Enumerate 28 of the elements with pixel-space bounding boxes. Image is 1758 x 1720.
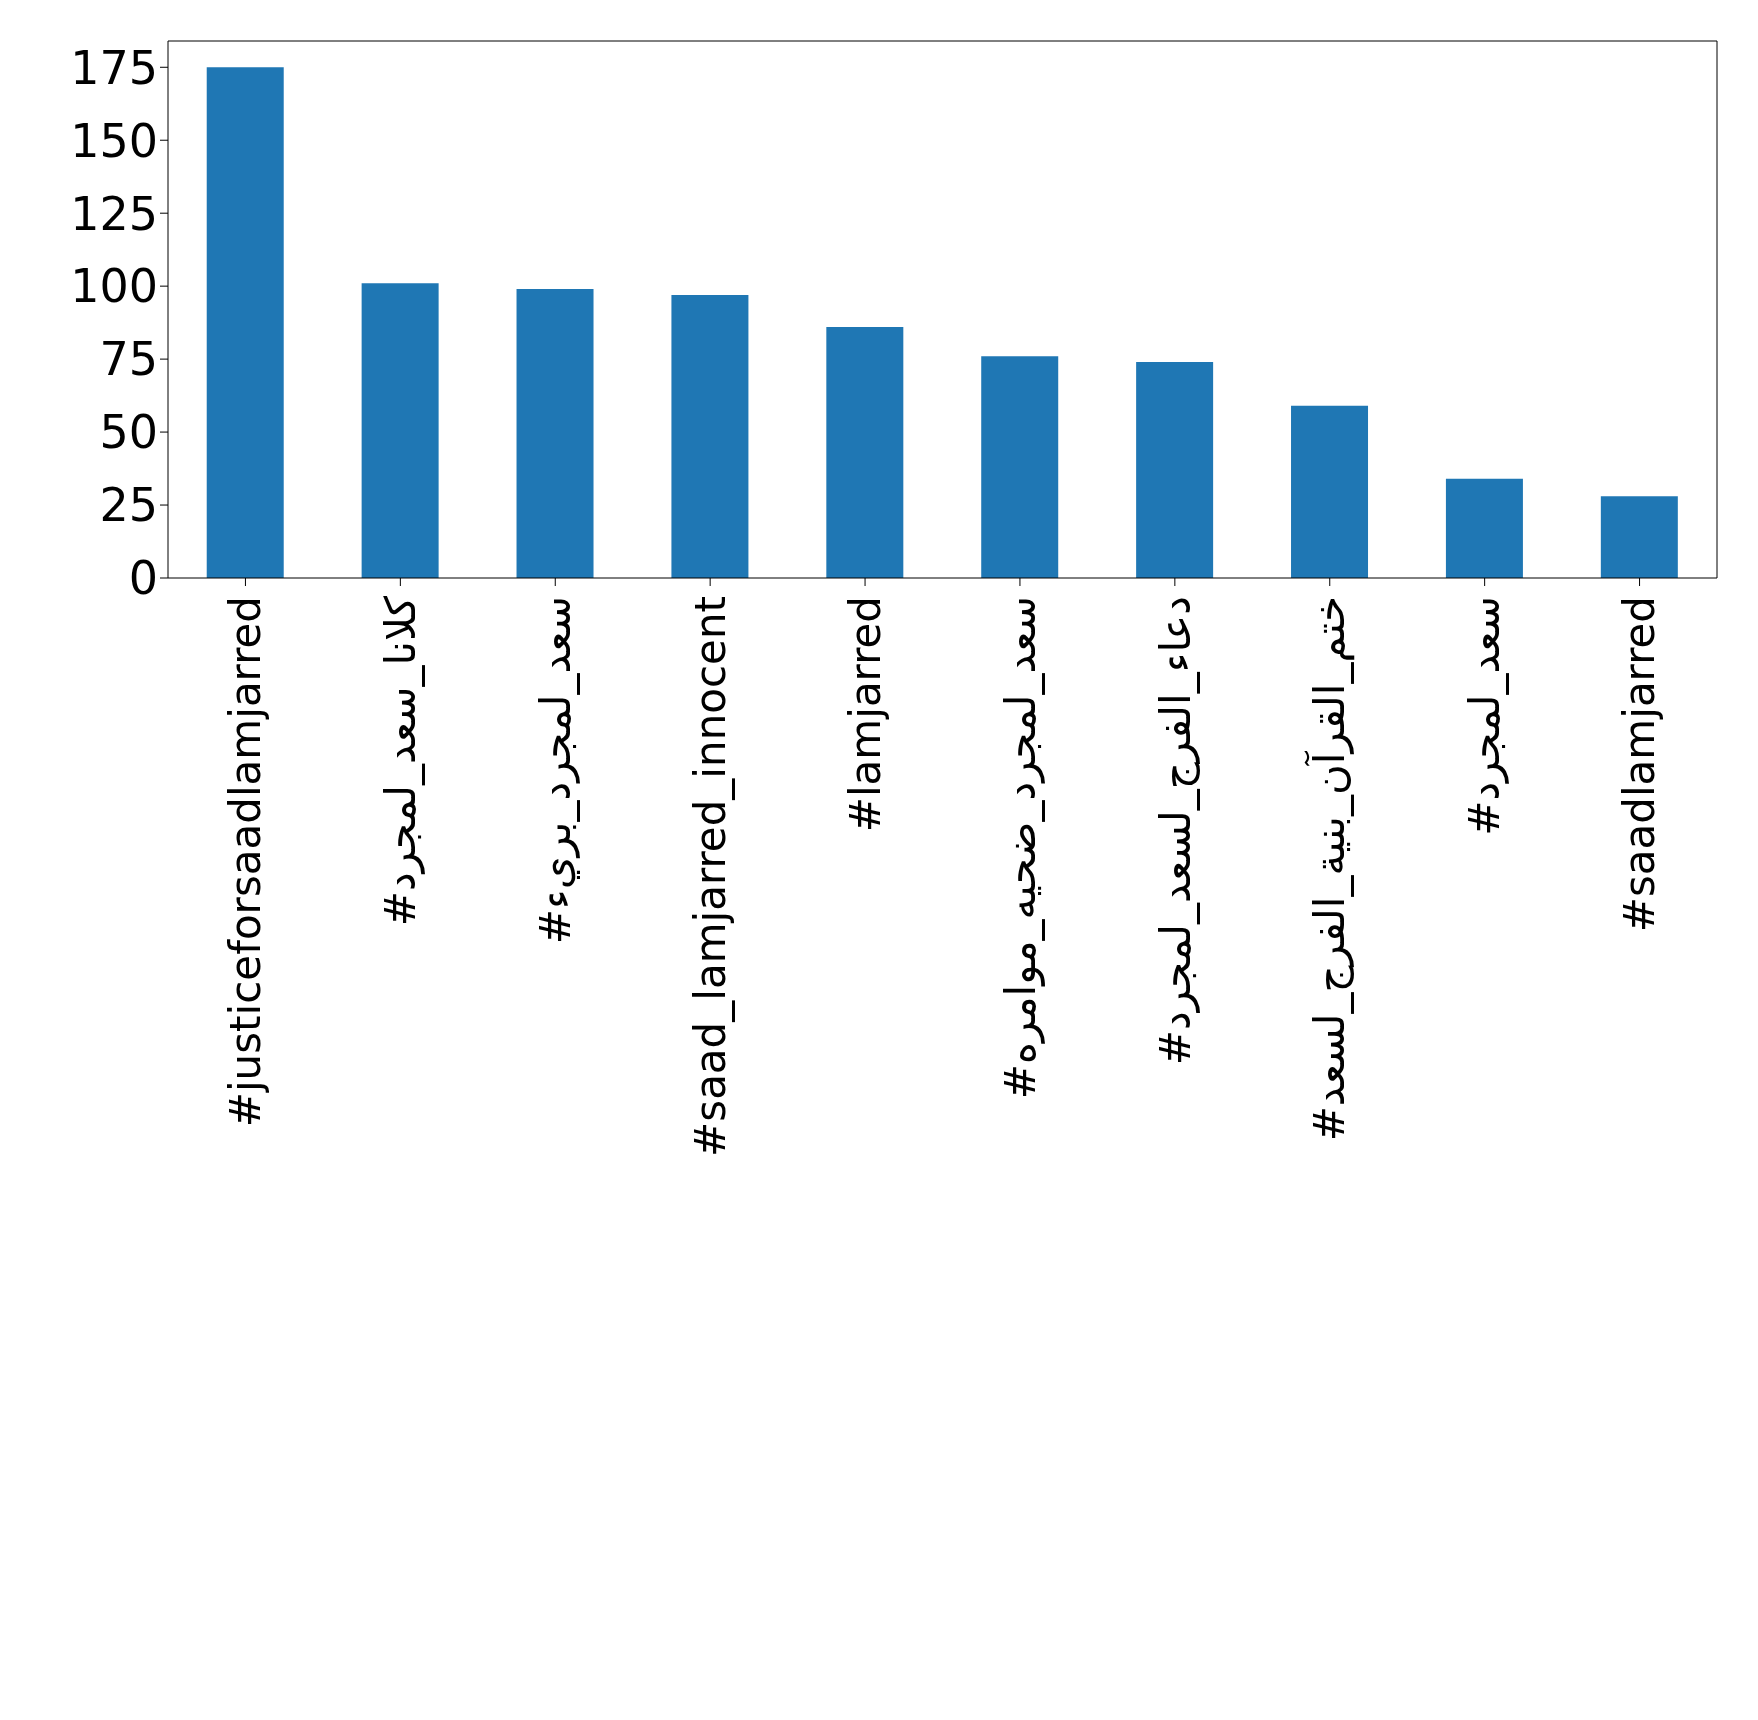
x-tick-label: #lamjarred	[840, 596, 890, 833]
bar	[981, 356, 1059, 578]
x-tick-label: #سعد_لمجرد_بريء	[530, 596, 580, 945]
bar	[1600, 496, 1678, 578]
y-tick-label: 50	[99, 405, 158, 460]
bar	[1136, 362, 1214, 578]
bar	[826, 327, 904, 578]
bar	[1291, 405, 1369, 578]
y-tick-label: 75	[99, 332, 158, 387]
x-tick-label: #justiceforsaadlamjarred	[221, 596, 271, 1128]
bar	[516, 289, 594, 578]
y-tick-label: 0	[128, 551, 158, 606]
x-tick-label: #سعد_لمجرد	[1460, 596, 1510, 836]
bar	[206, 67, 284, 578]
y-tick-label: 100	[70, 259, 158, 314]
y-tick-label: 125	[70, 186, 158, 241]
x-tick-label: #دعاء_الفرج_لسعد_لمجرد	[1150, 596, 1200, 1066]
x-tick-label: #saad_lamjarred_innocent	[685, 596, 735, 1157]
bar	[361, 283, 439, 578]
y-tick-label: 25	[99, 478, 158, 533]
x-tick-label: #سعد_لمجرد_ضحيه_موامره	[995, 596, 1045, 1100]
y-tick-label: 150	[70, 113, 158, 168]
y-tick-label: 175	[70, 40, 158, 95]
x-tick-label: #ختم_القرآن_بنية_الفرج_لسعد	[1304, 596, 1356, 1142]
bar	[671, 294, 749, 578]
x-tick-label: #saadlamjarred	[1615, 596, 1665, 933]
x-tick-label: #كلانا_سعد_لمجرد	[376, 596, 426, 927]
bar	[1445, 478, 1523, 578]
